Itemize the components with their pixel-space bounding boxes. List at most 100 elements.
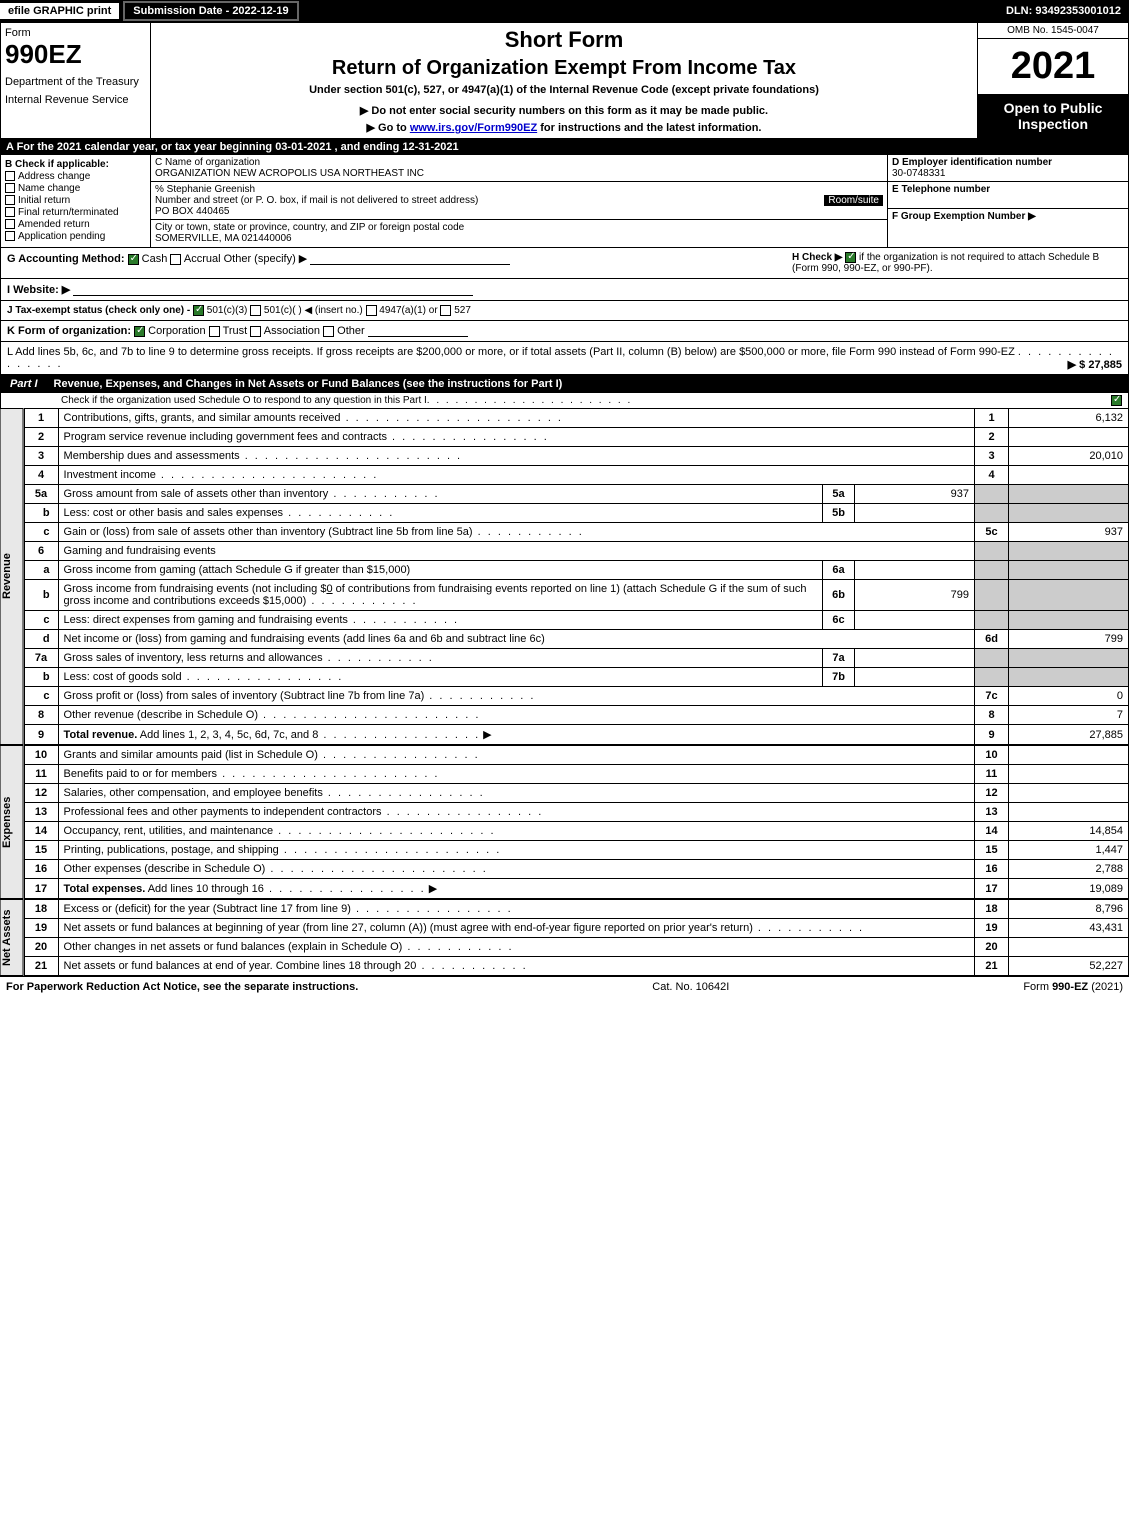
part-1-label: Part I — [0, 375, 48, 393]
box-right: D Employer identification number 30-0748… — [888, 155, 1128, 247]
box-c: C Name of organization ORGANIZATION NEW … — [151, 155, 888, 247]
dots — [753, 922, 864, 934]
table-row: 19Net assets or fund balances at beginni… — [24, 919, 1128, 938]
goto-pre: ▶ Go to — [367, 122, 410, 134]
checkbox-icon[interactable] — [250, 326, 261, 337]
line-val: 799 — [1009, 630, 1129, 649]
line-no: 20 — [24, 938, 58, 957]
checkbox-icon[interactable] — [5, 171, 15, 181]
501c3: 501(c)(3) — [207, 305, 248, 316]
line-val — [1009, 784, 1129, 803]
line-desc: Excess or (deficit) for the year (Subtra… — [64, 903, 351, 915]
line-val — [1009, 803, 1129, 822]
table-row: 17Total expenses. Add lines 10 through 1… — [24, 879, 1128, 899]
website-field[interactable] — [73, 284, 473, 296]
accrual-label: Accrual — [184, 253, 221, 265]
line-no: c — [24, 611, 58, 630]
revenue-table: 1Contributions, gifts, grants, and simil… — [24, 408, 1129, 745]
line-no: a — [24, 561, 58, 580]
checkbox-checked-icon[interactable] — [128, 254, 139, 265]
tax-year: 2021 — [978, 39, 1128, 94]
dots — [318, 729, 480, 741]
line-desc: Membership dues and assessments — [64, 450, 240, 462]
other-org: Other — [337, 325, 365, 337]
line-desc: Investment income — [64, 469, 156, 481]
efile-label: efile GRAPHIC print — [0, 3, 119, 19]
checkbox-icon[interactable] — [170, 254, 181, 265]
table-row: 1Contributions, gifts, grants, and simil… — [24, 409, 1128, 428]
dots — [341, 412, 563, 424]
checkbox-icon[interactable] — [250, 305, 261, 316]
footer-left: For Paperwork Reduction Act Notice, see … — [6, 981, 358, 993]
line-val: 14,854 — [1009, 822, 1129, 841]
dots — [387, 431, 549, 443]
table-row: bLess: cost or other basis and sales exp… — [24, 504, 1128, 523]
checkbox-icon[interactable] — [5, 195, 15, 205]
section-a: A For the 2021 calendar year, or tax yea… — [0, 139, 1129, 155]
line-ref: 2 — [975, 428, 1009, 447]
row-g-h: G Accounting Method: Cash Accrual Other … — [0, 248, 1129, 279]
table-row: bLess: cost of goods sold7b — [24, 668, 1128, 687]
line-no: 4 — [24, 466, 58, 485]
checkbox-icon[interactable] — [366, 305, 377, 316]
dots — [279, 844, 501, 856]
line-no: c — [24, 523, 58, 542]
checkbox-icon[interactable] — [209, 326, 220, 337]
line-val — [1009, 428, 1129, 447]
checkbox-checked-icon[interactable] — [1111, 395, 1122, 406]
dots — [382, 806, 544, 818]
other-org-field[interactable] — [368, 325, 468, 337]
checkbox-icon[interactable] — [5, 183, 15, 193]
line-no: 12 — [24, 784, 58, 803]
line-ref-shade — [975, 580, 1009, 611]
table-row: 16Other expenses (describe in Schedule O… — [24, 860, 1128, 879]
city-label: City or town, state or province, country… — [155, 222, 883, 233]
dots — [473, 526, 584, 538]
line-desc: Gross amount from sale of assets other t… — [64, 488, 329, 500]
line-ref-shade — [975, 668, 1009, 687]
table-row: 8Other revenue (describe in Schedule O)8… — [24, 706, 1128, 725]
care-of: % Stephanie Greenish — [155, 184, 883, 195]
line-ref-shade — [975, 504, 1009, 523]
line-val-shade — [1009, 668, 1129, 687]
other-field[interactable] — [310, 253, 510, 265]
table-row: 18Excess or (deficit) for the year (Subt… — [24, 900, 1128, 919]
checkbox-icon[interactable] — [323, 326, 334, 337]
table-row: 3Membership dues and assessments320,010 — [24, 447, 1128, 466]
short-form-title: Short Form — [155, 27, 973, 53]
footer-center: Cat. No. 10642I — [652, 981, 729, 993]
corp: Corporation — [148, 325, 205, 337]
line-val-shade — [1009, 611, 1129, 630]
checkbox-icon[interactable] — [5, 219, 15, 229]
line-no: 7a — [24, 649, 58, 668]
checkbox-icon[interactable] — [5, 207, 15, 217]
goto-link[interactable]: www.irs.gov/Form990EZ — [410, 122, 537, 134]
city: SOMERVILLE, MA 021440006 — [155, 233, 883, 244]
table-row: 20Other changes in net assets or fund ba… — [24, 938, 1128, 957]
checkbox-icon[interactable] — [440, 305, 451, 316]
line-val: 0 — [1009, 687, 1129, 706]
line-val-shade — [1009, 504, 1129, 523]
goto-post: for instructions and the latest informat… — [537, 122, 761, 134]
row-k: K Form of organization: Corporation Trus… — [0, 321, 1129, 342]
dots — [283, 507, 394, 519]
checkbox-icon[interactable] — [5, 231, 15, 241]
table-row: cGross profit or (loss) from sales of in… — [24, 687, 1128, 706]
line-no: 14 — [24, 822, 58, 841]
table-row: 2Program service revenue including gover… — [24, 428, 1128, 447]
checkbox-checked-icon[interactable] — [134, 326, 145, 337]
line-desc: Less: cost or other basis and sales expe… — [64, 507, 284, 519]
dots — [265, 863, 487, 875]
org-name: ORGANIZATION NEW ACROPOLIS USA NORTHEAST… — [155, 168, 883, 179]
form-header: Form 990EZ Department of the Treasury In… — [0, 22, 1129, 139]
line-ref: 1 — [975, 409, 1009, 428]
mid-no: 5b — [823, 504, 855, 523]
checkbox-checked-icon[interactable] — [193, 305, 204, 316]
checkbox-checked-icon[interactable] — [845, 252, 856, 263]
line-val: 19,089 — [1009, 879, 1129, 899]
line-val: 7 — [1009, 706, 1129, 725]
line-no: 8 — [24, 706, 58, 725]
h-pre: H Check ▶ — [792, 252, 842, 263]
part-1-header: Part I Revenue, Expenses, and Changes in… — [0, 375, 1129, 393]
line-ref-shade — [975, 485, 1009, 504]
